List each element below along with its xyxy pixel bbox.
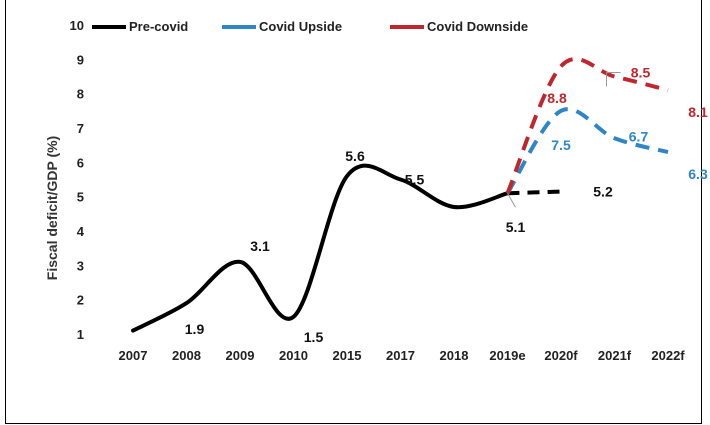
- x-tick-label: 2021f: [598, 348, 632, 363]
- series-line-pre-covid-forecast: [507, 189, 562, 196]
- data-label: 3.1: [250, 238, 270, 254]
- y-axis-label: Fiscal deficit/GDP (%): [44, 136, 60, 280]
- data-label: 5.2: [593, 184, 613, 200]
- y-axis: 1 2 3 4 5 6 7 8 9 10: [70, 18, 85, 342]
- data-label: 5.6: [345, 148, 365, 164]
- y-tick-label: 3: [77, 258, 84, 273]
- y-tick-label: 10: [70, 18, 84, 33]
- legend: Pre-covid Covid Upside Covid Downside: [92, 19, 528, 34]
- series-line-covid-upside: [505, 107, 669, 195]
- data-label: 5.5: [405, 172, 425, 188]
- x-tick-label: 2019e: [489, 348, 525, 363]
- x-tick-label: 2022f: [651, 348, 685, 363]
- legend-label-covid-downside: Covid Downside: [427, 19, 528, 34]
- series-lines: [131, 57, 669, 333]
- y-tick-label: 9: [77, 52, 84, 67]
- x-tick-label: 2018: [440, 348, 469, 363]
- chart-frame: [5, 0, 702, 424]
- legend-label-covid-upside: Covid Upside: [259, 19, 342, 34]
- legend-label-pre-covid: Pre-covid: [129, 19, 188, 34]
- x-tick-label: 2008: [172, 348, 201, 363]
- x-tick-label: 2017: [386, 348, 415, 363]
- x-tick-label: 2007: [119, 348, 148, 363]
- y-tick-label: 6: [77, 155, 84, 170]
- series-line-covid-downside: [505, 57, 669, 195]
- y-tick-label: 8: [77, 87, 84, 102]
- x-tick-label: 2015: [333, 348, 362, 363]
- x-tick-label: 2020f: [544, 348, 578, 363]
- data-label: 7.5: [551, 137, 571, 153]
- y-tick-label: 7: [77, 121, 84, 136]
- series-line-pre-covid: [131, 163, 510, 333]
- x-axis: 2007 2008 2009 2010 2015 2017 2018 2019e 2020f 20…: [119, 348, 686, 363]
- y-tick-label: 5: [77, 190, 84, 205]
- data-label: 5.1: [506, 219, 526, 235]
- x-tick-label: 2010: [279, 348, 308, 363]
- data-label: 8.1: [688, 104, 708, 120]
- x-tick-label: 2009: [226, 348, 255, 363]
- data-labels: 1.9 3.1 1.5 5.6 5.5 5.1 5.2 7.5 6.7 6.3 8.8 8.5 8.1: [185, 65, 708, 345]
- data-label: 8.8: [547, 90, 567, 106]
- data-label: 6.3: [688, 166, 708, 182]
- y-tick-label: 1: [77, 327, 84, 342]
- data-label: 1.5: [304, 329, 324, 345]
- y-tick-label: 4: [77, 224, 85, 239]
- leader-line: [507, 192, 516, 208]
- data-label: 6.7: [629, 128, 649, 144]
- data-label: 8.5: [631, 65, 651, 81]
- y-tick-label: 2: [77, 293, 84, 308]
- data-label: 1.9: [185, 321, 205, 337]
